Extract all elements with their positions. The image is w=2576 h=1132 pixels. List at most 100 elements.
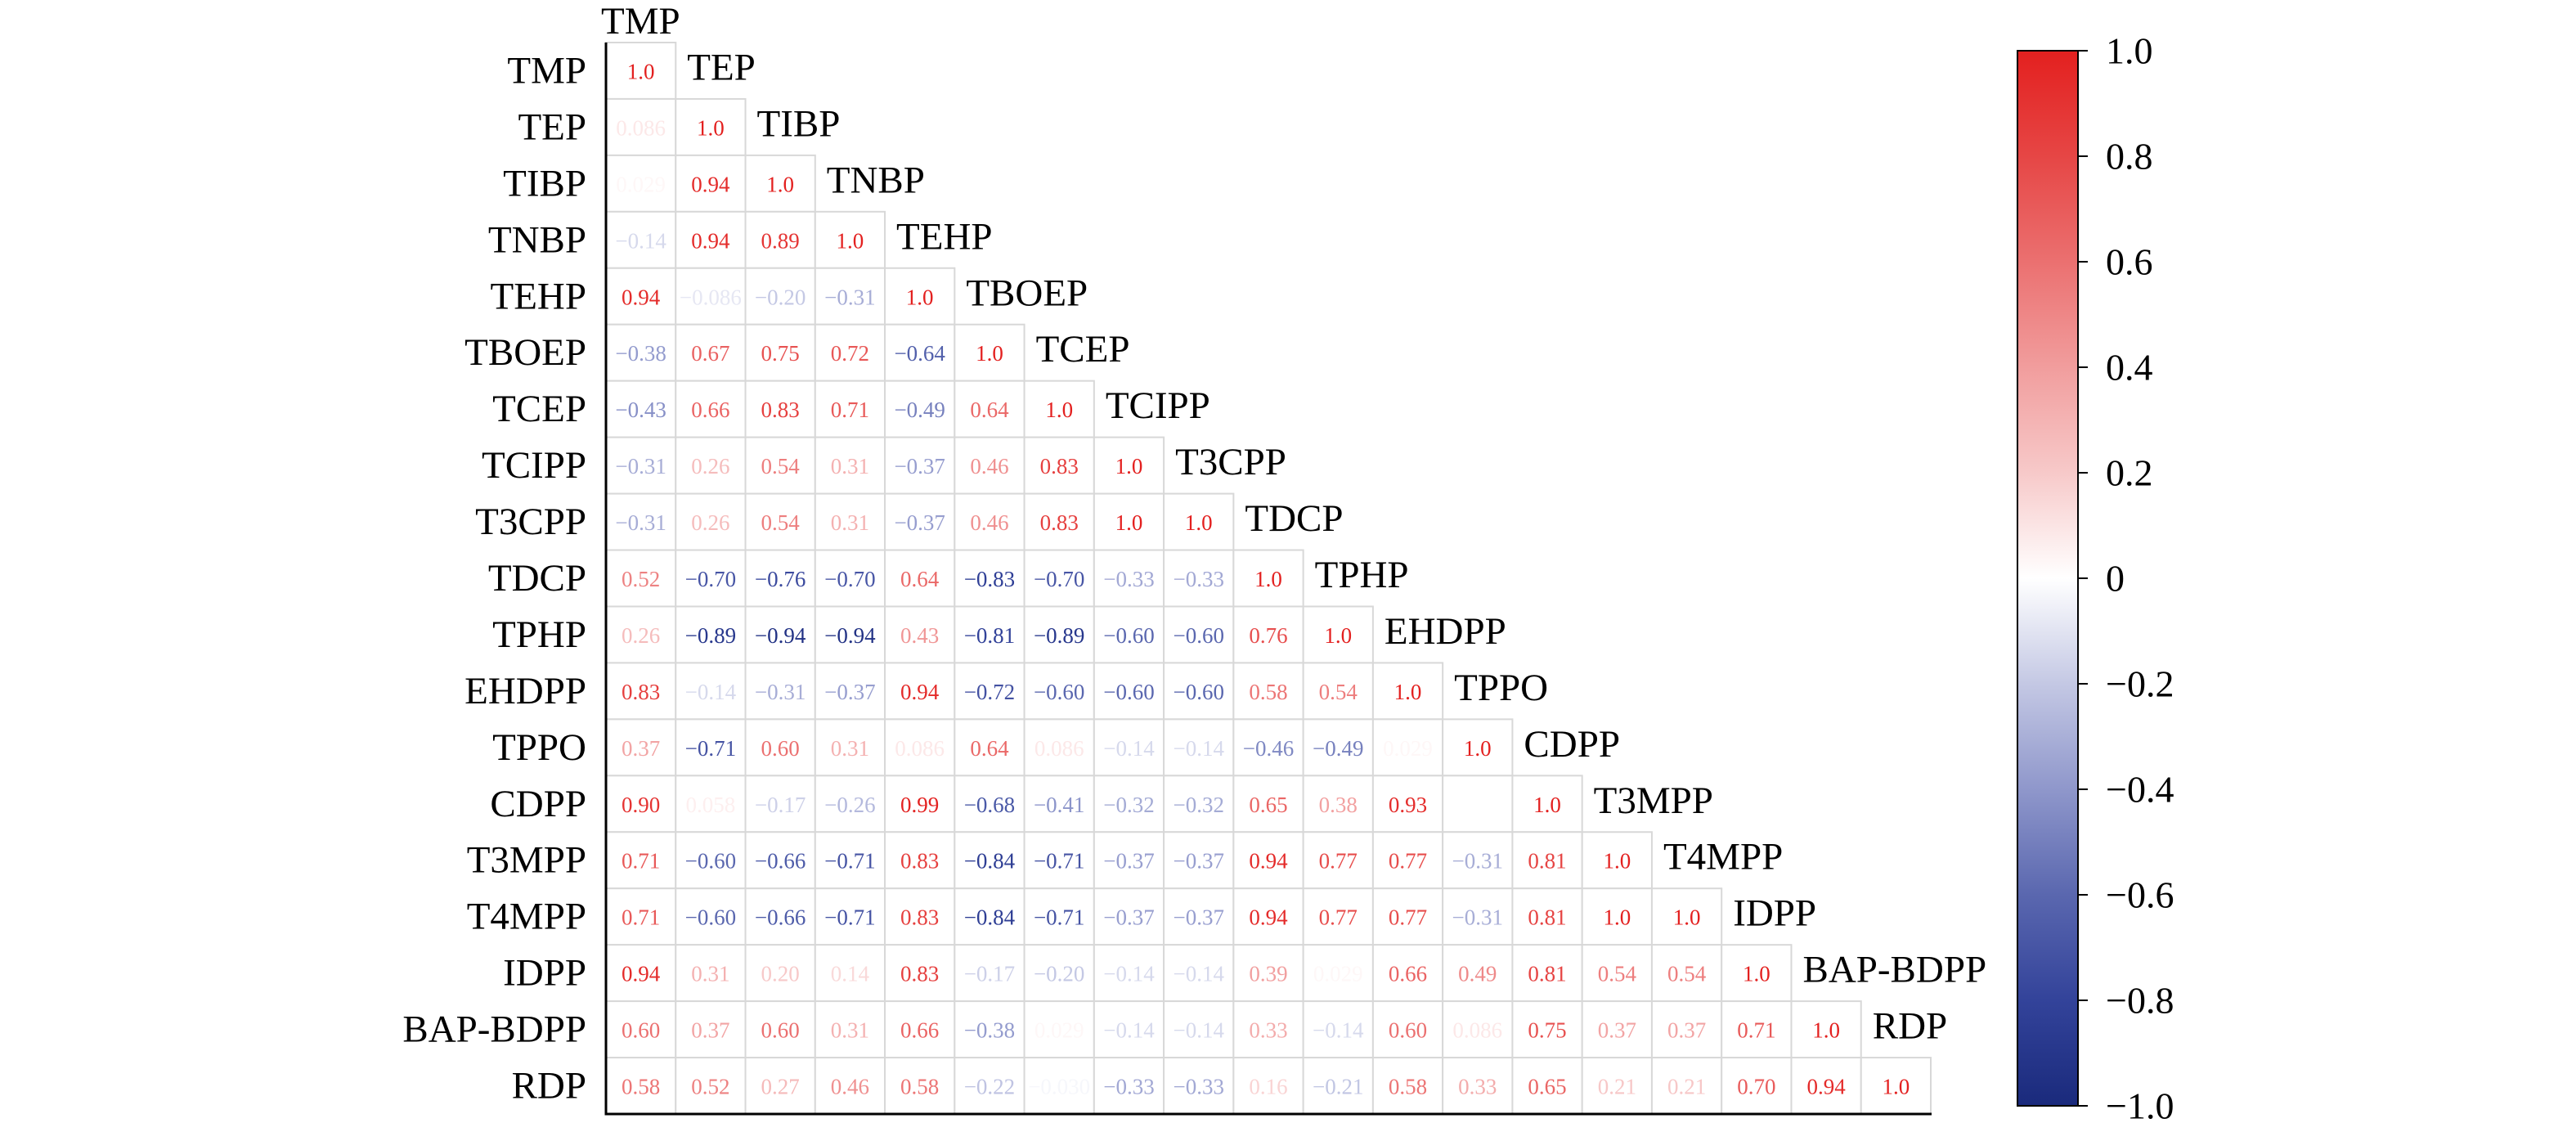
heatmap-cell-value: 0.75 xyxy=(1528,1018,1566,1043)
heatmap-cell xyxy=(744,718,816,777)
heatmap-cell-value: 0.83 xyxy=(761,398,800,422)
heatmap-cell-value: 0.67 xyxy=(691,341,729,366)
heatmap-cell xyxy=(1790,1000,1862,1059)
heatmap-cell-value: 0.77 xyxy=(1389,905,1427,930)
heatmap-cell xyxy=(884,323,956,382)
heatmap-cell xyxy=(1163,1000,1235,1059)
heatmap-cell xyxy=(954,492,1025,551)
heatmap-cell xyxy=(1302,944,1374,1003)
colorbar-tick-label: −1.0 xyxy=(2106,1085,2174,1127)
heatmap-cells: 1.0 0.086 1.0 0.029 0.94 1.0 −0.14 0.94 0.89 1.0 0… xyxy=(605,42,1932,1115)
heatmap-cell-value: −0.60 xyxy=(685,849,736,874)
heatmap-cell-value: 0.75 xyxy=(761,341,800,366)
heatmap-cell-value: −0.71 xyxy=(685,736,736,761)
heatmap-cell-value: 1.0 xyxy=(1743,962,1770,986)
heatmap-cell xyxy=(1023,1000,1095,1059)
heatmap-cell-value: 0.89 xyxy=(761,228,800,253)
column-label: IDPP xyxy=(1733,892,1816,935)
heatmap-cell-value: −0.71 xyxy=(1034,849,1084,874)
heatmap-cell-value: 1.0 xyxy=(1882,1075,1910,1099)
heatmap-cell xyxy=(1442,1000,1514,1059)
heatmap-cell-value: 0.71 xyxy=(1737,1018,1775,1043)
heatmap-cell xyxy=(675,380,747,438)
heatmap-cell xyxy=(605,380,677,438)
heatmap-cell-value: 0.39 xyxy=(1249,962,1287,986)
heatmap-cell xyxy=(605,662,677,721)
heatmap-cell xyxy=(954,775,1025,833)
heatmap-cell-value: 0.81 xyxy=(1528,962,1566,986)
heatmap-cell-value: 0.21 xyxy=(1667,1075,1706,1099)
heatmap-cell xyxy=(1163,662,1235,721)
heatmap-cell-value: 0.77 xyxy=(1389,849,1427,874)
heatmap-cell xyxy=(1023,775,1095,833)
heatmap-cell-value: 0.43 xyxy=(900,623,939,648)
heatmap-cell-value: −0.38 xyxy=(615,341,666,366)
heatmap-cell xyxy=(1232,1057,1304,1115)
heatmap-cell-value: 0.16 xyxy=(1249,1075,1287,1099)
heatmap-cell-value: 0.26 xyxy=(622,623,660,648)
heatmap-cell xyxy=(675,323,747,382)
row-label: EHDPP xyxy=(464,670,586,712)
heatmap-cell-value: 1.0 xyxy=(1673,905,1701,930)
heatmap-cell-value: 0.72 xyxy=(831,341,869,366)
heatmap-cell-value: −0.70 xyxy=(685,567,736,591)
heatmap-cell-value: 0.38 xyxy=(1319,793,1358,817)
column-label: TDCP xyxy=(1245,497,1343,540)
heatmap-cell-value: 1.0 xyxy=(1115,510,1143,535)
heatmap-cell-value: 0.029 xyxy=(1383,736,1433,761)
row-label: TEP xyxy=(518,106,586,148)
heatmap-cell xyxy=(954,718,1025,777)
column-label: BAP-BDPP xyxy=(1802,949,1986,991)
heatmap-cell-value: −0.94 xyxy=(755,623,806,648)
heatmap-cell-value: −0.71 xyxy=(1034,905,1084,930)
heatmap-cell xyxy=(1511,775,1583,833)
colorbar-ticks: 1.0 0.8 0.6 0.4 0.2 0 −0.2 −0.4 −0.6 −0.8 −1.0 xyxy=(2078,30,2174,1127)
heatmap-cell-value: −0.26 xyxy=(824,793,875,817)
heatmap-cell-value: 0.90 xyxy=(622,793,660,817)
heatmap-cell xyxy=(884,718,956,777)
heatmap-cell xyxy=(1093,887,1165,946)
colorbar-tick-label: 0.4 xyxy=(2106,347,2153,389)
heatmap-cell-value: 0.83 xyxy=(900,905,939,930)
heatmap-cell-value: 1.0 xyxy=(1464,736,1492,761)
heatmap-cell-value: −0.14 xyxy=(685,680,737,704)
heatmap-cell-value: −0.60 xyxy=(1103,623,1154,648)
heatmap-cell-value: 0.65 xyxy=(1528,1075,1566,1099)
column-label: EHDPP xyxy=(1384,610,1506,653)
heatmap-cell-value: 0.58 xyxy=(622,1075,660,1099)
heatmap-cell xyxy=(605,97,677,156)
heatmap-cell-value: 1.0 xyxy=(1185,510,1213,535)
heatmap-cell xyxy=(954,662,1025,721)
row-label: RDP xyxy=(512,1065,586,1107)
heatmap-cell-value: −0.68 xyxy=(964,793,1015,817)
heatmap-cell-value: 1.0 xyxy=(1115,454,1143,478)
heatmap-cell xyxy=(1093,1000,1165,1059)
heatmap-cell xyxy=(1163,605,1235,664)
heatmap-cell xyxy=(744,1000,816,1059)
heatmap-cell xyxy=(1581,1000,1653,1059)
heatmap-cell-value: −0.94 xyxy=(824,623,876,648)
heatmap-cell-value: 0.029 xyxy=(1034,1018,1084,1043)
heatmap-cell xyxy=(1232,718,1304,777)
heatmap-cell-value: 0.60 xyxy=(622,1018,660,1043)
heatmap-cell-value: −0.60 xyxy=(1103,680,1154,704)
row-label: T3CPP xyxy=(475,501,586,543)
heatmap-cell-value: 1.0 xyxy=(766,172,794,196)
row-label: TNBP xyxy=(488,218,586,261)
heatmap-cell xyxy=(744,154,816,213)
heatmap-cell-value: 0.37 xyxy=(1598,1018,1636,1043)
heatmap-cell xyxy=(884,775,956,833)
heatmap-cell-value: 0.086 xyxy=(616,115,666,140)
row-label: TPHP xyxy=(492,613,586,656)
heatmap-cell-value: −0.14 xyxy=(1103,962,1155,986)
heatmap-cell-value: −0.37 xyxy=(824,680,875,704)
heatmap-cell-value: 0.81 xyxy=(1528,849,1566,874)
heatmap-cell-value: −0.81 xyxy=(964,623,1015,648)
heatmap-cell xyxy=(814,210,886,269)
heatmap-cell xyxy=(744,323,816,382)
heatmap-cell-value: 0.54 xyxy=(761,454,801,478)
heatmap-cell-value: 1.0 xyxy=(697,115,725,140)
heatmap-cell-value: −0.31 xyxy=(615,510,666,535)
column-label: TPHP xyxy=(1315,554,1409,596)
